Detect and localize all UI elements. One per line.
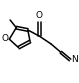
Text: O: O xyxy=(2,34,9,43)
Text: N: N xyxy=(71,55,78,64)
Text: O: O xyxy=(36,11,43,20)
